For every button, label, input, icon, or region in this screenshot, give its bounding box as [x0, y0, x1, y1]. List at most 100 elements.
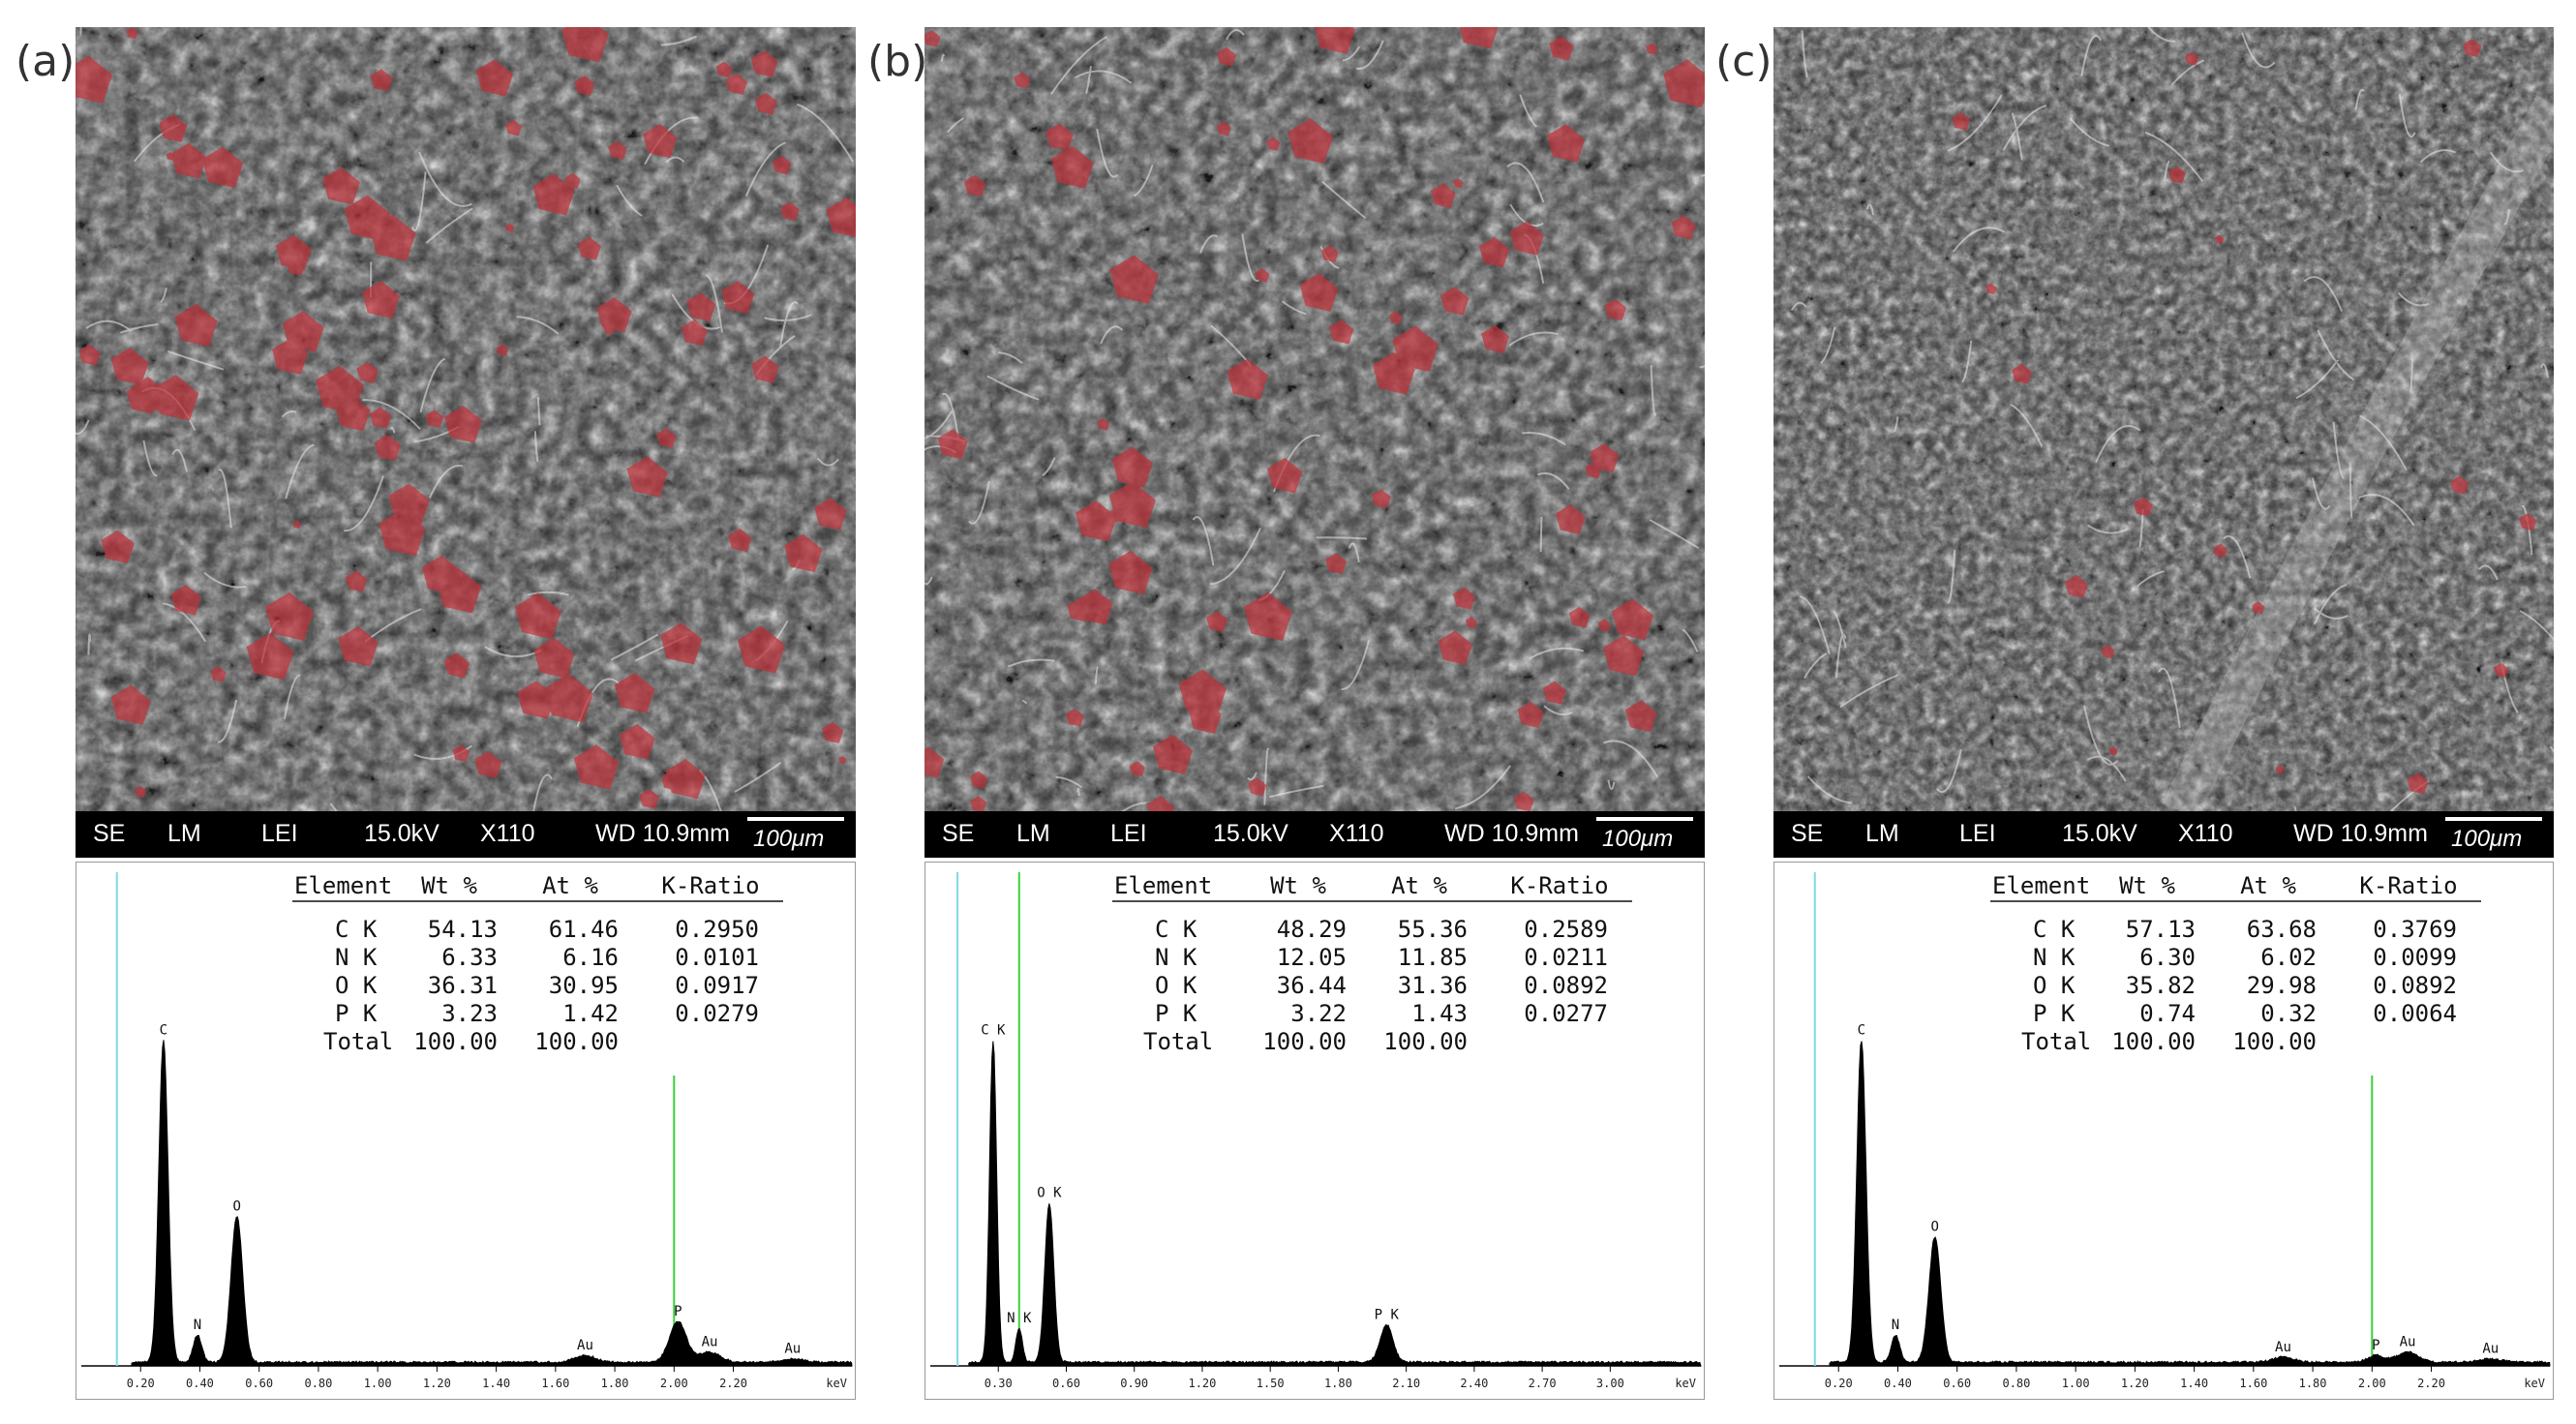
table-total-cell: 100.00 — [413, 1028, 498, 1055]
table-cell: 0.0892 — [2373, 972, 2457, 999]
tick-label: 1.00 — [2062, 1377, 2090, 1390]
tick-label: 0.40 — [186, 1377, 214, 1390]
scale-bar: 100μm — [747, 815, 844, 854]
tick-label: 0.20 — [127, 1377, 155, 1390]
results-table: Element Wt % At % K-Ratio C K 48.29 55.36 0.258… — [1112, 872, 1632, 1055]
table-cell: 6.16 — [562, 944, 619, 971]
sem-bar-se: SE — [1791, 820, 1824, 847]
results-table: Element Wt % At % K-Ratio C K 57.13 63.68 0.376… — [1990, 872, 2481, 1055]
tick-label: 0.60 — [245, 1377, 273, 1390]
table-cell: 48.29 — [1277, 916, 1347, 943]
phosphorus-particles — [924, 27, 1705, 811]
panel-label: (a) — [15, 37, 76, 86]
tick-label: 1.20 — [423, 1377, 451, 1390]
tick-label: 1.50 — [1257, 1377, 1285, 1390]
peak-label: C K — [981, 1023, 1006, 1039]
scale-bar-label: 100μm — [2451, 826, 2523, 852]
tick-label: 0.90 — [1120, 1377, 1148, 1390]
tick-label: 1.00 — [364, 1377, 392, 1390]
peak-label: N — [1892, 1318, 1899, 1333]
table-cell: 36.44 — [1277, 972, 1347, 999]
table-cell: 11.85 — [1398, 944, 1468, 971]
spectrum-series — [968, 1041, 1702, 1367]
tick-label: 2.10 — [1392, 1377, 1420, 1390]
table-cell: N K — [2033, 944, 2076, 971]
tick-label: 2.00 — [2358, 1377, 2386, 1390]
table-cell: P K — [2033, 1000, 2076, 1027]
tick-label: 1.80 — [601, 1377, 629, 1390]
eds-spectrum: Element Wt % At % K-Ratio C K 57.13 63.68 0.376… — [1773, 862, 2554, 1400]
table-cell: 0.2589 — [1524, 916, 1608, 943]
table-header: At % — [1391, 872, 1447, 899]
sem-bar-wd: WD 10.9mm — [595, 820, 730, 847]
sem-info-bar: SE LM LEI 15.0kV X110 WD 10.9mm 100μm — [1773, 811, 2554, 858]
table-cell: 6.33 — [441, 944, 498, 971]
results-table: Element Wt % At % K-Ratio C K 54.13 61.46 0.295… — [292, 872, 783, 1055]
table-header: Element — [1992, 872, 2090, 899]
sem-bar-kv: 15.0kV — [364, 820, 439, 847]
peak-label: Au — [702, 1335, 718, 1350]
peak-label: Au — [2400, 1335, 2416, 1350]
table-header: Wt % — [2119, 872, 2175, 899]
peak-label: C — [1858, 1023, 1865, 1039]
table-cell: 0.0277 — [1524, 1000, 1608, 1027]
tick-label: 1.40 — [2180, 1377, 2208, 1390]
table-cell: C K — [2033, 916, 2076, 943]
table-cell: 6.30 — [2139, 944, 2196, 971]
axis-unit: keV — [2524, 1377, 2545, 1390]
table-cell: 6.02 — [2260, 944, 2317, 971]
table-total-cell: 100.00 — [1262, 1028, 1347, 1055]
tick-label: 0.60 — [1052, 1377, 1080, 1390]
figure-panel: (a) SE LM LEI 15.0kV X110 WD 10.9mm 100μm Elemen… — [0, 0, 856, 1424]
table-cell: O K — [1155, 972, 1197, 999]
table-cell: N K — [335, 944, 378, 971]
peak-label: C — [160, 1023, 167, 1039]
table-header: Element — [294, 872, 392, 899]
eds-spectrum: Element Wt % At % K-Ratio C K 54.13 61.46 0.295… — [76, 862, 856, 1400]
table-header: Wt % — [421, 872, 477, 899]
sem-ridges — [924, 29, 1705, 811]
peak-label: Au — [2482, 1342, 2499, 1357]
sem-bar-wd: WD 10.9mm — [1444, 820, 1579, 847]
tick-label: 1.80 — [2299, 1377, 2327, 1390]
tick-label: 1.60 — [541, 1377, 569, 1390]
tick-label: 0.60 — [1943, 1377, 1971, 1390]
table-total-cell: Total — [1143, 1028, 1213, 1055]
table-cell: 0.0101 — [675, 944, 759, 971]
sem-bar-mag: X110 — [1329, 820, 1384, 847]
peak-label: P K — [1375, 1308, 1400, 1323]
peak-label: N — [194, 1318, 201, 1333]
eds-spectrum: Element Wt % At % K-Ratio C K 48.29 55.36 0.258… — [924, 862, 1705, 1400]
table-cell: 0.0211 — [1524, 944, 1608, 971]
table-cell: 3.22 — [1290, 1000, 1347, 1027]
panel-label: (c) — [1715, 37, 1773, 86]
tick-label: 0.80 — [304, 1377, 332, 1390]
table-header: K-Ratio — [661, 872, 759, 899]
table-cell: C K — [335, 916, 378, 943]
tick-label: 1.80 — [1324, 1377, 1352, 1390]
peak-label: P — [674, 1304, 682, 1319]
table-cell: O K — [2033, 972, 2076, 999]
tick-label: 0.80 — [2002, 1377, 2030, 1390]
table-cell: 12.05 — [1277, 944, 1347, 971]
table-header: Element — [1114, 872, 1212, 899]
table-total-cell: 100.00 — [2111, 1028, 2196, 1055]
table-cell: 57.13 — [2126, 916, 2196, 943]
sem-ridges — [76, 27, 854, 811]
panel-label: (b) — [867, 37, 928, 86]
sem-bar-mag: X110 — [2178, 820, 2233, 847]
table-cell: 36.31 — [428, 972, 498, 999]
peak-label: P — [2372, 1338, 2379, 1353]
table-total-cell: Total — [2021, 1028, 2091, 1055]
table-total-cell: Total — [323, 1028, 393, 1055]
sem-bar-wd: WD 10.9mm — [2293, 820, 2428, 847]
tick-label: 0.40 — [1884, 1377, 1912, 1390]
table-cell: O K — [335, 972, 378, 999]
table-header: At % — [2240, 872, 2296, 899]
table-cell: 0.74 — [2139, 1000, 2196, 1027]
tick-label: 2.40 — [1460, 1377, 1488, 1390]
figure-panel: (c) SE LM LEI 15.0kV X110 WD 10.9mm 100μm Elemen… — [1698, 0, 2554, 1424]
peak-label: Au — [784, 1342, 801, 1357]
axis-unit: keV — [826, 1377, 847, 1390]
tick-label: 2.00 — [660, 1377, 688, 1390]
